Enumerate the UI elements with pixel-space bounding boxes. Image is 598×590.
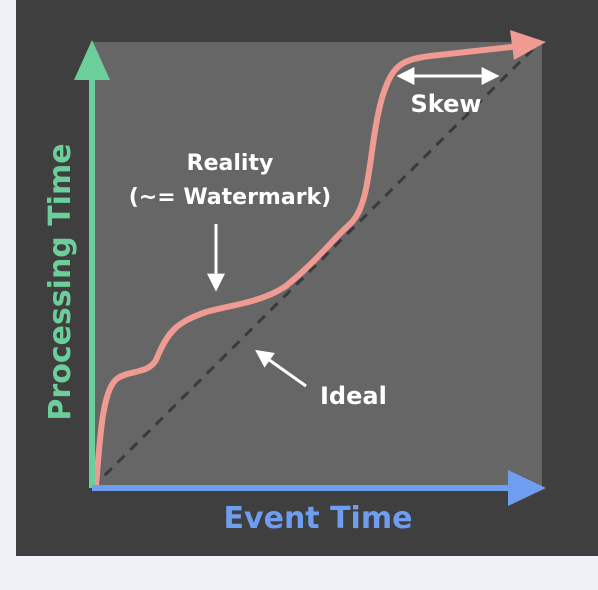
y-axis-arrowhead	[74, 40, 110, 80]
ideal-label: Ideal	[320, 382, 387, 410]
ideal-line	[90, 40, 542, 490]
y-axis-label: Processing Time	[43, 143, 78, 420]
reality-label: Reality	[187, 151, 274, 176]
reality-curve-arrowhead	[510, 30, 546, 60]
skew-label: Skew	[410, 90, 481, 118]
x-axis-arrowhead	[508, 470, 546, 506]
ideal-annotation-arrow	[255, 349, 307, 388]
reality-curve	[93, 43, 523, 489]
reality-sublabel: (~= Watermark)	[129, 185, 332, 210]
x-axis-label: Event Time	[224, 501, 413, 536]
